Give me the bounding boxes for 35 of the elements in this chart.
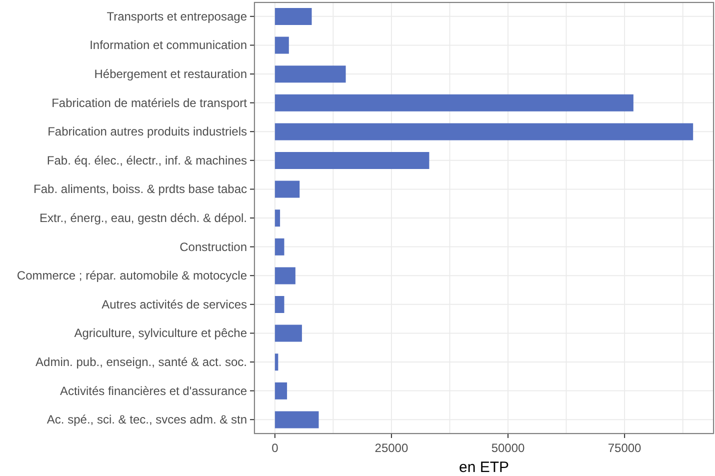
y-tick-label: Activités financières et d'assurance (60, 384, 248, 398)
y-tick-label: Autres activités de services (102, 297, 247, 312)
y-tick-label: Ac. spé., sci. & tec., svces adm. & stn (46, 412, 247, 427)
y-tick-label: Commerce ; répar. automobile & motocycle (16, 268, 248, 283)
bar (274, 66, 346, 83)
x-tick-label: 0 (272, 441, 279, 455)
x-axis-title: en ETP (458, 459, 510, 476)
y-tick-label: Hébergement et restauration (94, 67, 247, 81)
bar (274, 411, 319, 428)
bar (274, 36, 289, 54)
y-tick-label: Fab. aliments, boiss. & prdts base tabac (34, 182, 247, 196)
bar (274, 210, 280, 227)
y-tick-label: Fab. éq. élec., électr., inf. & machines (46, 153, 247, 168)
x-tick-label: 75000 (608, 441, 642, 455)
bar (274, 354, 278, 371)
bar (274, 296, 284, 313)
y-tick-label: Construction (180, 240, 247, 254)
bar (274, 267, 296, 284)
y-tick-label: Transports et entreposage (106, 9, 248, 24)
bar (274, 152, 430, 169)
x-tick-label: 25000 (374, 441, 408, 455)
y-tick-label: Extr., énerg., eau, gestn déch. & dépol. (40, 211, 247, 225)
y-tick-label: Fabrication de matériels de transport (52, 96, 248, 110)
bar (274, 382, 288, 400)
y-tick-label: Admin. pub., enseign., santé & act. soc. (36, 355, 247, 369)
bar (274, 180, 300, 198)
bar (274, 94, 634, 112)
bar (274, 123, 694, 140)
bar (274, 324, 302, 342)
x-tick-label: 50000 (491, 441, 526, 455)
bar (274, 8, 312, 25)
y-tick-label: Agriculture, sylviculture et pêche (74, 326, 248, 340)
y-tick-label: Information et communication (90, 38, 247, 52)
y-tick-label: Fabrication autres produits industriels (48, 124, 247, 139)
bar (274, 238, 284, 256)
